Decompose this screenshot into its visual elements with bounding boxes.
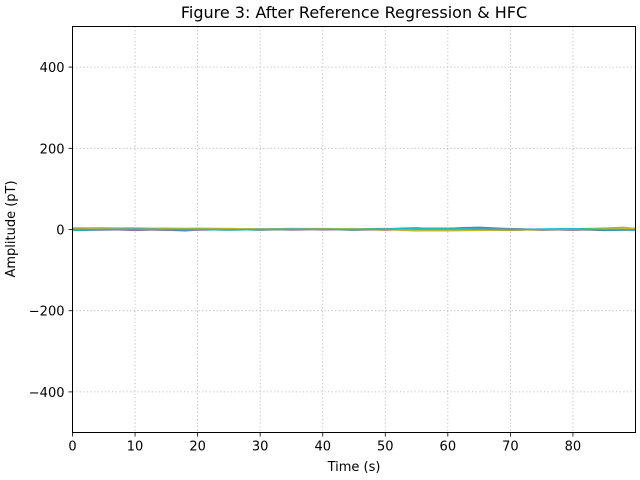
y-tick-label: 400 <box>40 61 65 76</box>
y-tick-label: −200 <box>29 305 65 320</box>
x-axis-label: Time (s) <box>327 460 381 475</box>
x-tick-label: 20 <box>189 440 206 455</box>
x-tick-label: 0 <box>68 440 76 455</box>
x-tick-label: 80 <box>565 440 582 455</box>
y-axis-label: Amplitude (pT) <box>4 180 19 277</box>
y-tick-label: −400 <box>29 386 65 401</box>
y-tick-label: 200 <box>40 142 65 157</box>
x-tick-label: 50 <box>377 440 394 455</box>
axis-ticks: 0 10 20 30 40 50 60 70 80 −400 −200 0 200 400 <box>29 61 581 454</box>
y-tick-label: 0 <box>56 224 64 239</box>
x-tick-label: 60 <box>440 440 457 455</box>
series-line-10 <box>72 227 636 231</box>
chart-title: Figure 3: After Reference Regression & H… <box>181 3 527 22</box>
x-tick-label: 30 <box>252 440 269 455</box>
x-tick-label: 10 <box>127 440 144 455</box>
x-tick-label: 40 <box>314 440 331 455</box>
x-tick-label: 70 <box>502 440 519 455</box>
plot-area <box>72 226 636 232</box>
plot-frame <box>72 26 636 433</box>
